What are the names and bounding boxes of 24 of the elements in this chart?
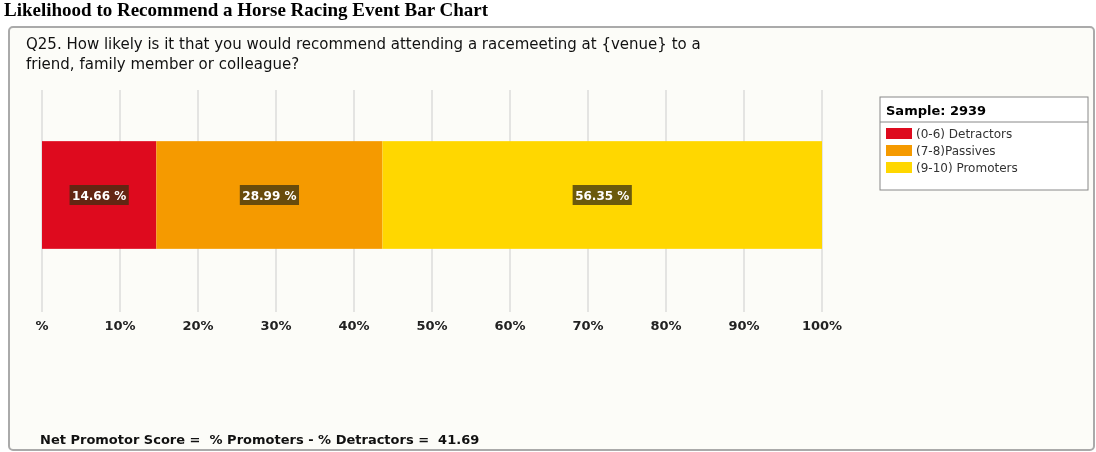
data-label: 56.35 % [575, 188, 630, 203]
x-tick-label: 90% [728, 318, 760, 333]
text: Net Promotor Score = % Promoters - % Detractors = 41.69 [40, 432, 480, 447]
legend-label: (7-8)Passives [916, 144, 996, 158]
x-tick-label: 30% [260, 318, 292, 333]
chart-title: Likelihood to Recommend a Horse Racing Event Bar Chart [4, 0, 489, 20]
x-tick-label: 60% [494, 318, 526, 333]
legend-label: (0-6) Detractors [916, 127, 1013, 141]
bar [42, 141, 157, 249]
bar [382, 141, 822, 249]
bar [156, 141, 383, 249]
x-tick-label: 70% [572, 318, 604, 333]
data-label: 28.99 % [242, 188, 297, 203]
legend-title: Sample: 2939 [886, 103, 987, 118]
x-tick-label: 100% [801, 318, 843, 333]
x-tick-label: 80% [650, 318, 682, 333]
legend-label: (9-10) Promoters [916, 161, 1018, 175]
data-label: 14.66 % [72, 188, 127, 203]
x-tick-label: % [35, 318, 49, 333]
x-tick-label: 50% [416, 318, 448, 333]
chart-subtitle: Q25. How likely is it that you would recommend attending a racemeeting at {venue} to a friend, family member or colleague? [26, 35, 701, 73]
x-tick-label: 20% [182, 318, 214, 333]
x-tick-label: 10% [104, 318, 136, 333]
x-tick-label: 40% [338, 318, 370, 333]
